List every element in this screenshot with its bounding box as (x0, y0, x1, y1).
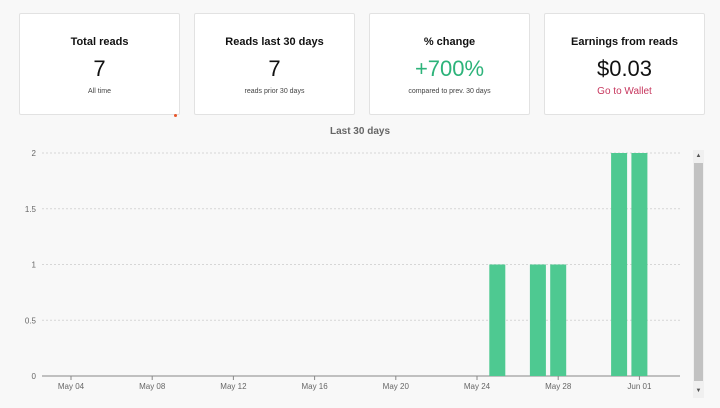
card-subtitle: compared to prev. 30 days (408, 88, 491, 95)
chart-title: Last 30 days (329, 126, 391, 137)
card-title: Reads last 30 days (225, 36, 324, 48)
stat-card-percent-change: % change +700% compared to prev. 30 days (369, 13, 530, 115)
card-value: 7 (268, 56, 281, 81)
card-title: Earnings from reads (571, 36, 678, 48)
y-tick-label: 0.5 (25, 316, 37, 325)
bar (631, 153, 648, 376)
stat-card-reads-last-30-days: Reads last 30 days 7 reads prior 30 days (194, 13, 355, 115)
go-to-wallet-link[interactable]: Go to Wallet (597, 86, 652, 97)
x-tick-label: May 12 (220, 382, 247, 391)
card-value: $0.03 (596, 56, 653, 81)
bar (550, 264, 567, 376)
stat-card-total-reads: Total reads 7 All time (19, 13, 180, 115)
y-tick-label: 1.5 (25, 205, 37, 214)
x-tick-label: May 24 (464, 382, 491, 391)
bar (611, 153, 628, 376)
x-tick-label: Jun 01 (627, 382, 652, 391)
bar (529, 264, 546, 376)
y-tick-label: 0 (32, 372, 37, 381)
card-value: +700% (414, 56, 485, 81)
y-tick-label: 2 (32, 149, 37, 158)
triangle-up-icon[interactable]: ▲ (695, 153, 702, 159)
triangle-down-icon[interactable]: ▼ (695, 388, 702, 394)
reads-bar-chart: 0 0.5 1 1.5 2 May 04 May 08 May 12 May 16 May 20 M… (25, 149, 680, 391)
x-tick-label: May 08 (139, 382, 166, 391)
scrollbar-thumb[interactable] (694, 163, 703, 381)
x-tick-label: May 16 (301, 382, 328, 391)
bar (489, 264, 506, 376)
card-value: 7 (93, 56, 106, 81)
chart-scrollbar[interactable]: ▲ ▼ (693, 150, 704, 398)
card-title: % change (423, 36, 476, 48)
x-tick-label: May 20 (383, 382, 410, 391)
card-subtitle: reads prior 30 days (244, 88, 305, 95)
stat-card-earnings: Earnings from reads $0.03 Go to Wallet (544, 13, 705, 115)
y-tick-label: 1 (32, 261, 37, 270)
x-tick-label: May 04 (58, 382, 85, 391)
indicator-dot (174, 114, 177, 117)
card-title: Total reads (70, 36, 129, 48)
card-subtitle: All time (88, 88, 111, 95)
x-tick-label: May 28 (545, 382, 572, 391)
